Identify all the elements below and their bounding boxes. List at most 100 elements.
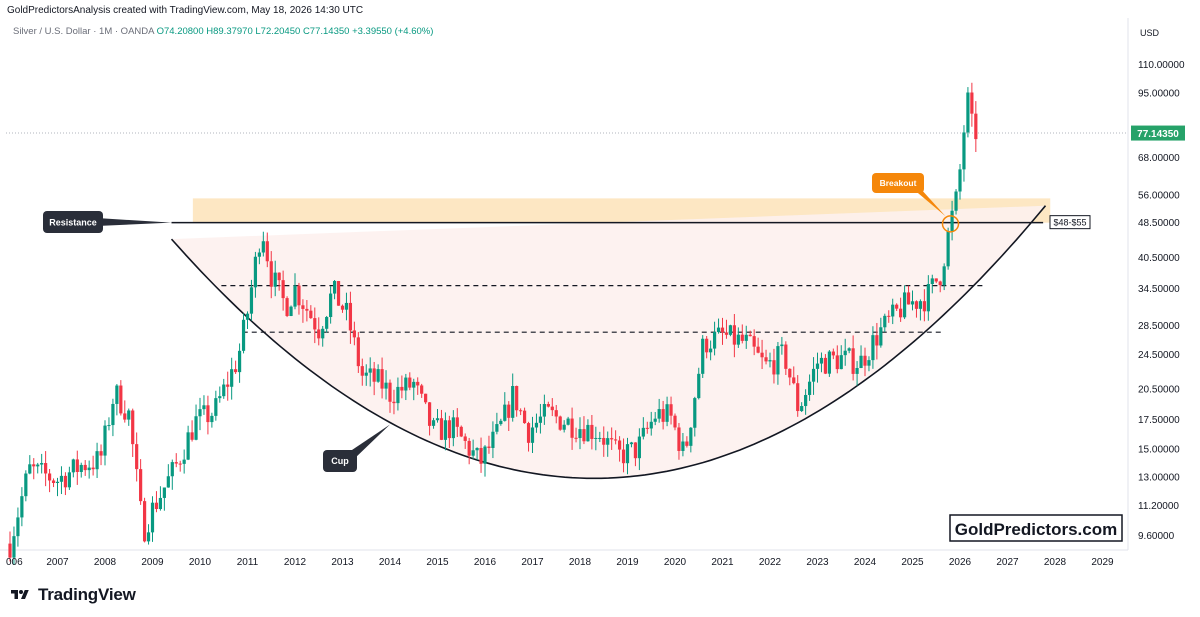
candle-body (558, 416, 562, 430)
candle-body (404, 377, 408, 391)
time-tick-label: 2022 (759, 557, 782, 568)
candle-body (649, 421, 653, 429)
candle-body (760, 352, 764, 358)
candle-body (958, 169, 962, 192)
time-tick-label: 2026 (949, 557, 972, 568)
candle-body (360, 366, 364, 376)
candle-body (368, 368, 372, 373)
candle-body (732, 325, 736, 345)
candle-body (542, 404, 546, 417)
ohlc-change: +3.39550 (+4.60%) (352, 26, 434, 37)
candle-body (309, 310, 313, 319)
candle-body (154, 502, 159, 510)
candle-body (744, 334, 748, 341)
candle-body (431, 420, 436, 426)
price-tick-label: 56.00000 (1138, 190, 1180, 201)
time-tick-label: 2029 (1091, 557, 1114, 568)
candle-body (752, 336, 756, 347)
candle-body (906, 292, 911, 305)
candle-body (693, 398, 697, 428)
candle-body (681, 441, 685, 451)
candle-body (123, 413, 127, 420)
price-chart[interactable]: Resistance Cup Breakout $48-$55 GoldPredicto… (0, 18, 1200, 578)
candle-body (467, 440, 471, 456)
resistance-callout-pointer (97, 218, 172, 226)
candle-body (483, 446, 487, 464)
candle-body (697, 373, 701, 399)
time-tick-label: 2012 (284, 557, 307, 568)
candle-body (202, 405, 206, 410)
candle-body (804, 394, 808, 407)
candle-body (392, 401, 396, 404)
candle-body (111, 403, 115, 426)
candle-body (594, 437, 598, 439)
candle-body (602, 437, 606, 445)
candle-body (566, 418, 570, 425)
candle-body (736, 334, 740, 345)
candle-body (740, 334, 744, 341)
candle-body (796, 383, 800, 412)
time-tick-label: 2008 (94, 557, 117, 568)
candle-body (424, 393, 428, 403)
candle-body (689, 427, 693, 446)
candle-body (356, 337, 360, 367)
candle-body (954, 191, 958, 211)
candle-body (321, 328, 325, 339)
cup-callout-pointer (346, 424, 390, 460)
candle-body (507, 404, 511, 418)
candle-body (843, 350, 847, 356)
candle-body (20, 496, 24, 518)
candle-body (534, 422, 539, 428)
time-tick-label: 2016 (474, 557, 497, 568)
candle-body (606, 438, 610, 445)
candle-body (178, 463, 182, 465)
price-tick-label: 24.50000 (1138, 350, 1180, 361)
candle-body (305, 308, 309, 311)
candle-body (230, 369, 234, 387)
candle-body (210, 415, 214, 423)
candle-body (222, 384, 226, 397)
candle-body (926, 283, 930, 312)
candle-body (416, 381, 420, 386)
time-tick-label: 2007 (46, 557, 69, 568)
candle-body (79, 464, 83, 472)
candle-body (918, 301, 923, 309)
candle-body (463, 436, 467, 441)
candle-body (839, 355, 843, 370)
candle-body (934, 278, 938, 282)
candle-body (902, 292, 907, 318)
candle-body (384, 382, 388, 389)
watermark-box (949, 514, 1123, 542)
candle-body (332, 281, 337, 294)
candle-body (174, 462, 178, 464)
price-tick-label: 9.60000 (1138, 531, 1175, 542)
price-tick-label: 20.50000 (1138, 384, 1180, 395)
candle-body (206, 405, 210, 423)
chart-attribution: GoldPredictorsAnalysis created with Trad… (7, 5, 364, 16)
breakout-callout-label: Breakout (880, 178, 917, 188)
candle-body (447, 420, 451, 439)
candle-body (819, 357, 824, 364)
tradingview-brand[interactable]: TradingView (8, 584, 136, 606)
candle-body (867, 360, 871, 366)
time-tick-label: 2021 (711, 557, 734, 568)
breakout-callout-pointer (912, 188, 946, 217)
candle-body (146, 532, 151, 542)
candle-body (261, 241, 265, 253)
time-tick-label: 2025 (901, 557, 924, 568)
candle-body (265, 241, 269, 262)
chart-area[interactable]: Resistance Cup Breakout $48-$55 GoldPredicto… (0, 18, 1200, 578)
candle-body (938, 281, 942, 286)
candle-body (455, 417, 459, 427)
candle-body (364, 372, 368, 376)
candle-body (340, 305, 345, 310)
symbol-legend[interactable]: Silver / U.S. Dollar · 1M · OANDA O74.20… (13, 26, 433, 37)
candle-body (277, 272, 281, 281)
candle-body (910, 301, 915, 305)
candle-body (336, 281, 341, 306)
candle-body (71, 459, 75, 473)
candle-body (471, 450, 475, 456)
candle-body (83, 464, 87, 471)
candle-body (162, 487, 166, 498)
candle-body (75, 459, 79, 472)
